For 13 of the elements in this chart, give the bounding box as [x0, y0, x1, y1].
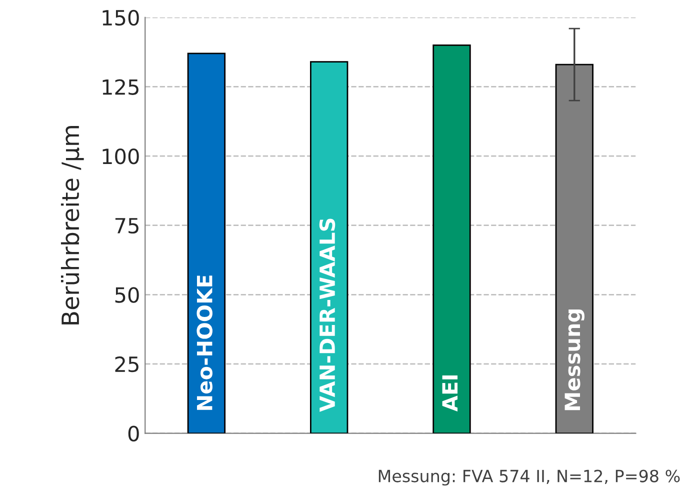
- x-tick-label: Messung: [564, 310, 584, 410]
- y-tick-label: 75: [115, 218, 138, 234]
- y-tick-label: 25: [115, 356, 138, 372]
- x-tick-label: AEI: [442, 375, 458, 412]
- y-tick-label: 100: [102, 148, 139, 164]
- y-tick-label: 150: [102, 10, 139, 26]
- y-tick-label: 50: [115, 287, 139, 303]
- y-axis-title: Berührbreite /µm: [60, 126, 84, 324]
- y-tick-label: 0: [128, 426, 139, 442]
- text: Messung: FVA 574 II, N=12, P=98 %: [378, 470, 680, 486]
- x-tick-label: VAN-DER-WAALS: [319, 218, 336, 412]
- y-tick-label: 125: [102, 79, 138, 95]
- x-tick-label: Neo-HOOKE: [196, 276, 212, 410]
